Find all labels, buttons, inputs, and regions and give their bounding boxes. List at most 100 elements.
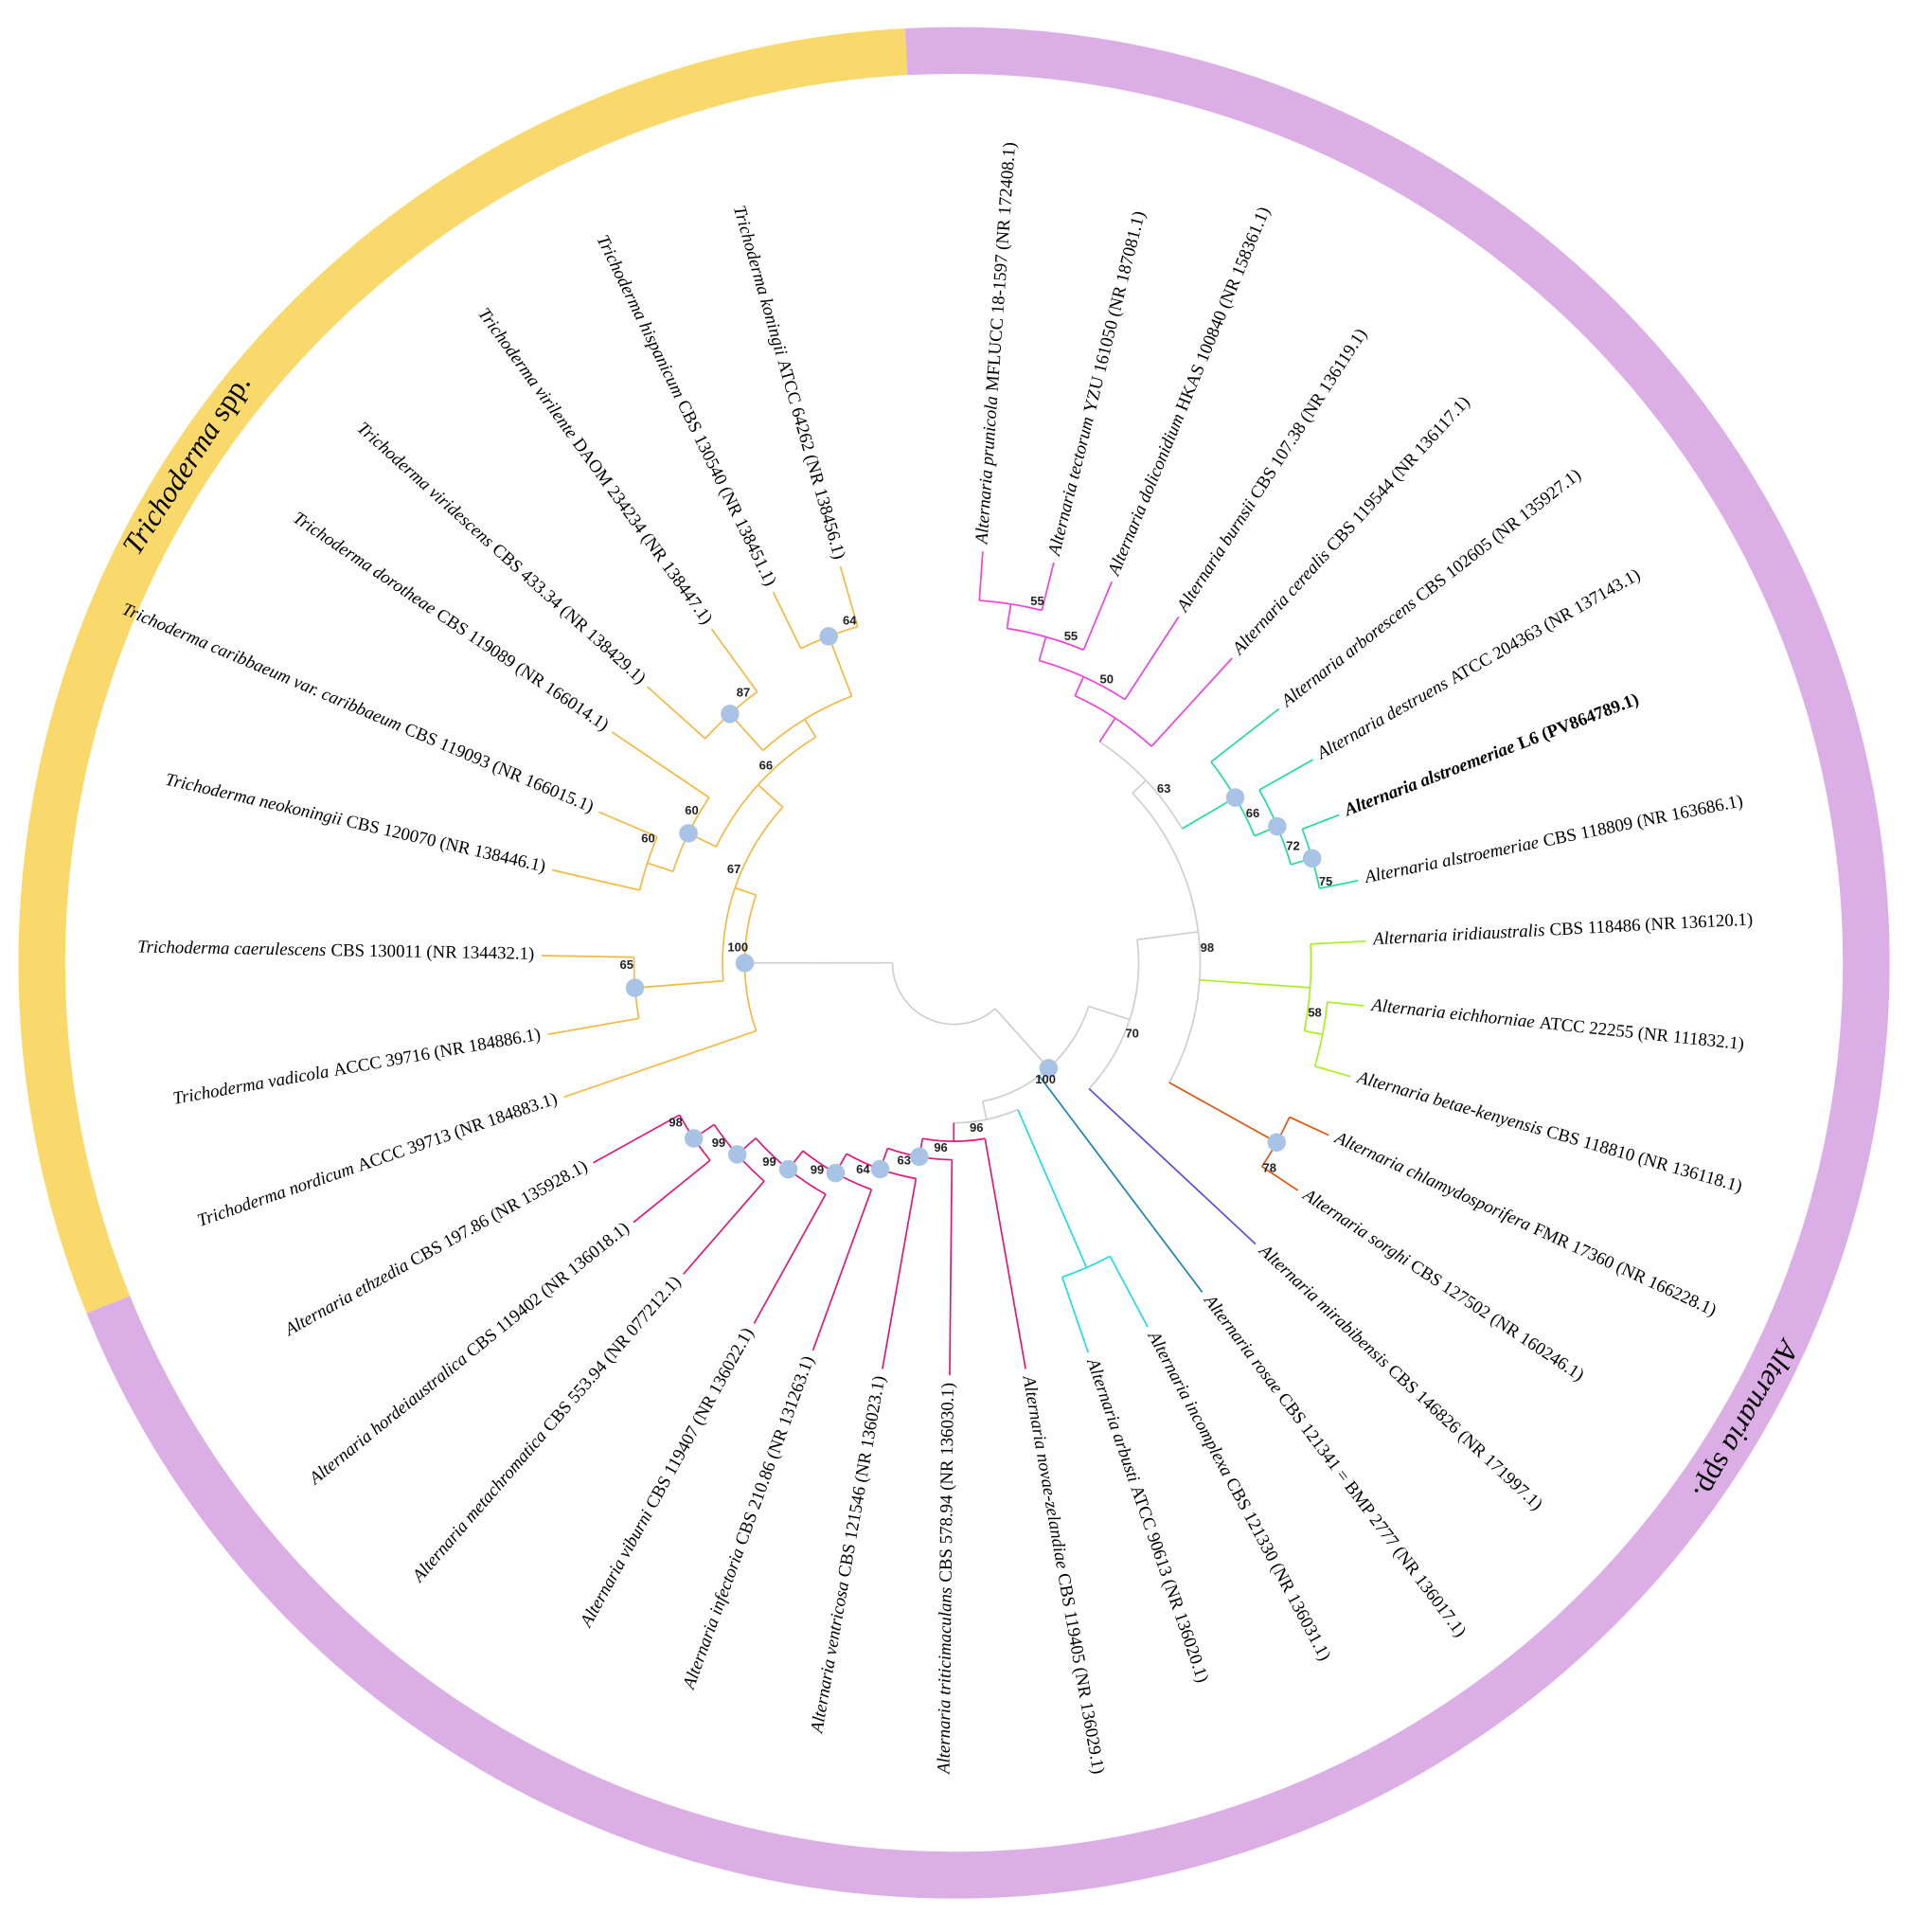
strain-id: CBS 102605 (NR 135927.1)	[1412, 465, 1585, 606]
branch	[1109, 1256, 1149, 1328]
branch	[811, 1189, 873, 1351]
taxon-label: Alternaria mirabibensisCBS 146826 (NR 17…	[1254, 1240, 1546, 1514]
taxon-label: Trichoderma neokoningiiCBS 120070 (NR 13…	[163, 770, 547, 877]
strain-id: HKAS 100840 (NR 158361.1)	[1172, 205, 1275, 415]
branch-arc	[1074, 695, 1152, 747]
species-name: Trichoderma hispanicum	[592, 232, 688, 402]
strain-id: CBS 121546 (NR 136023.1)	[835, 1374, 890, 1579]
branch	[547, 1017, 639, 1036]
taxon-label: Trichoderma koningiiATCC 64262 (NR 13845…	[729, 204, 849, 562]
branch-arc	[638, 836, 658, 891]
branch	[647, 686, 706, 740]
branch	[839, 565, 859, 627]
strain-id: CBS 119544 (NR 136117.1)	[1323, 393, 1474, 556]
species-name: Alternaria infectoria	[679, 1546, 749, 1693]
branch	[1289, 1116, 1329, 1136]
strain-id: CBS 118486 (NR 136120.1)	[1549, 910, 1754, 940]
species-name: Alternaria viburni	[576, 1507, 657, 1632]
bootstrap-value: 100	[1035, 1072, 1056, 1086]
clade-ring	[86, 27, 1890, 1899]
branch-arc	[1303, 943, 1312, 1031]
branch-arc	[1039, 659, 1126, 701]
branch	[1082, 581, 1113, 651]
node-dot	[870, 1159, 890, 1179]
branch	[994, 1008, 1049, 1069]
node-dot	[1302, 849, 1322, 868]
branch	[828, 635, 853, 697]
node-dot	[625, 978, 645, 997]
bootstrap-value: 99	[762, 1154, 776, 1169]
node-dot	[819, 627, 838, 646]
taxon-label: Trichoderma virilenteDAOM 234234 (NR 138…	[473, 305, 716, 629]
species-name: Alternaria betae-kenyensis	[1353, 1067, 1544, 1140]
branch	[772, 591, 802, 650]
branch	[1182, 796, 1236, 830]
strain-id: FMR 17360 (NR 166228.1)	[1530, 1220, 1720, 1321]
bootstrap-value: 87	[737, 685, 750, 699]
branch	[710, 628, 758, 693]
species-name: Alternaria ventricosa	[807, 1580, 853, 1736]
strain-id: CBS 121330 (NR 136031.1)	[1221, 1475, 1335, 1664]
branch	[634, 979, 723, 989]
taxon-label: Alternaria rosaeCBS 121341 = BMP 2777 (N…	[1199, 1290, 1471, 1641]
bootstrap-value: 66	[1246, 806, 1259, 820]
strain-id: CBS 120070 (NR 138446.1)	[344, 812, 547, 877]
branch-arc	[1098, 741, 1184, 830]
species-name: Trichoderma vadicola	[171, 1062, 330, 1109]
bootstrap-value: 60	[685, 803, 698, 817]
branch	[683, 1180, 765, 1275]
strain-id: ACCC 39713 (NR 184883.1)	[355, 1089, 561, 1176]
branch	[1038, 636, 1047, 661]
branch-arc	[979, 599, 1043, 612]
branch	[1088, 1087, 1257, 1245]
species-name: Alternaria eichhorniae	[1368, 995, 1535, 1032]
taxon-label: Alternaria eichhorniae ATCC 22255 (NR 111…	[1368, 995, 1745, 1054]
species-name: Alternaria prunicola	[972, 396, 1003, 546]
clade-label: Alternariaspp.	[1687, 1333, 1807, 1507]
branch	[882, 1178, 918, 1369]
bootstrap-value: 58	[1308, 1006, 1321, 1020]
bootstrap-value: 64	[843, 614, 857, 628]
branch	[1074, 676, 1085, 697]
branch	[804, 719, 817, 738]
node-dot	[826, 1163, 846, 1183]
bootstrap-value: 64	[856, 1162, 870, 1176]
species-name: Alternaria sorghi	[1297, 1184, 1413, 1270]
bootstrap-value: 55	[1064, 629, 1078, 643]
strain-id: CBS 119405 (NR 136029.1)	[1053, 1572, 1108, 1776]
branch-arc	[1132, 792, 1202, 1083]
branch	[982, 1100, 988, 1120]
taxon-label: Alternaria hordeiaustralicaCBS 119402 (N…	[304, 1219, 633, 1491]
node-dot	[778, 1159, 798, 1179]
strain-id: CBS 118809 (NR 163686.1)	[1542, 792, 1745, 851]
node-dot	[1225, 788, 1245, 807]
strain-id: L6 (PV864789.1)	[1515, 689, 1642, 754]
node-dot	[910, 1147, 929, 1167]
clade-ring	[18, 27, 908, 1314]
bootstrap-value: 67	[727, 862, 740, 876]
species-name: Alternaria novae-zelandiae	[1018, 1372, 1072, 1570]
species-name: Alternaria triticimaculans	[935, 1587, 956, 1776]
bootstrap-value: 99	[811, 1162, 824, 1176]
branch	[1210, 707, 1280, 763]
bootstrap-value: 75	[1319, 874, 1332, 888]
strain-id: CBS 553.94 (NR 077212.1)	[540, 1273, 686, 1437]
species-name: Alternaria iridiaustralis	[1371, 921, 1545, 950]
bootstrap-value: 99	[712, 1136, 725, 1150]
branch	[1061, 1277, 1090, 1353]
species-name: Trichoderma koningii	[729, 204, 791, 358]
branch	[1041, 562, 1055, 611]
branch-arc	[1007, 627, 1084, 652]
strain-id: ATCC 64262 (NR 138456.1)	[773, 357, 848, 562]
branch	[1199, 978, 1311, 989]
branch	[1314, 1065, 1351, 1078]
species-name: Alternaria alstroemeriae	[1341, 737, 1518, 820]
strain-id: CBS 118810 (NR 136118.1)	[1544, 1122, 1745, 1197]
branch-arc	[1088, 939, 1140, 1090]
species-name: Alternaria ethzedia	[280, 1256, 413, 1341]
bootstrap-value: 98	[1201, 940, 1214, 955]
species-name: Alternaria doliconidium	[1104, 411, 1189, 581]
taxon-label: Trichoderma caerulescens CBS 130011 (NR 1…	[137, 938, 535, 964]
species-name: Trichoderma caerulescens	[137, 938, 327, 960]
branch	[1301, 814, 1340, 831]
